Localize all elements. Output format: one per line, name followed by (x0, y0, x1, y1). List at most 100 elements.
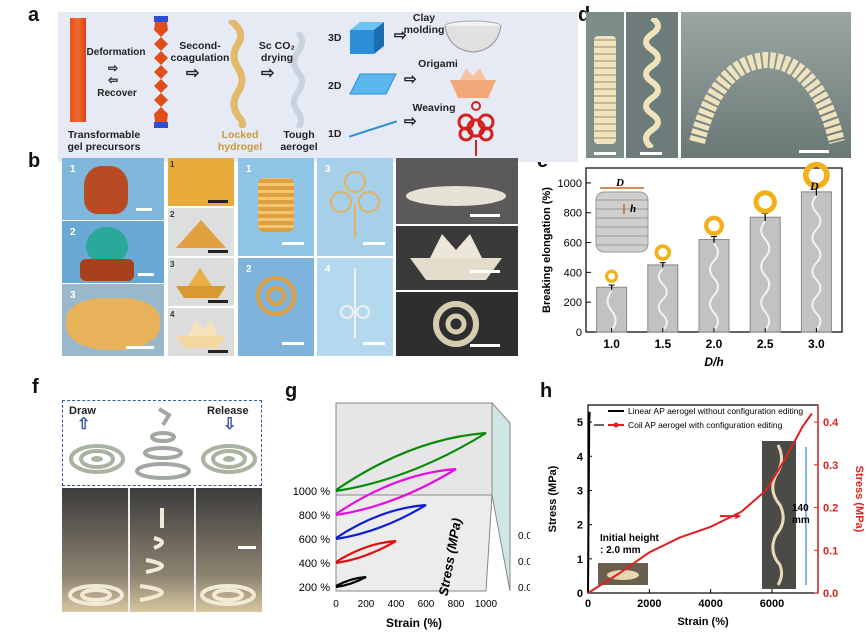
annotation-d-ring: D (809, 179, 819, 193)
up-arrow-icon: ⇧ (77, 416, 91, 433)
scale-bar (282, 242, 304, 245)
panel-label-f: f (32, 376, 39, 398)
coil-photo (762, 441, 796, 589)
photo-number: 2 (170, 210, 175, 219)
scale-bar (136, 208, 152, 211)
scale-bar (594, 152, 616, 155)
label-3d: 3D (328, 32, 342, 44)
origami-label: Origami (418, 58, 458, 70)
arrow-icon-weaving: ⇨ (404, 113, 417, 130)
deformation-label: Deformation (86, 47, 146, 58)
ring-icon (753, 190, 777, 214)
photo-number: 1 (170, 160, 175, 169)
x-tick-label: 800 (448, 599, 465, 610)
scale-bar (363, 342, 385, 345)
photo-b2: 2 (62, 221, 164, 283)
flat-coil-image (69, 444, 125, 474)
forward-arrow-icon: ⇨ (108, 61, 119, 75)
z-tick-label: 0.04 (518, 531, 530, 542)
coil-mark (709, 242, 719, 331)
y-tick-label: 2 (577, 520, 583, 532)
y-tick-label: 1 (577, 554, 583, 566)
photo-b-weave2: 2 (238, 258, 314, 356)
photo-b-sheet3: 3 (168, 258, 234, 306)
series-label: 1000 % (293, 486, 331, 498)
series-label: 400 % (299, 558, 330, 570)
y-axis-label: Breaking elongation (%) (541, 187, 553, 313)
x-tick-label: 6000 (760, 598, 784, 610)
legend-label-linear: Linear AP aerogel without configuration … (628, 406, 803, 416)
series-loop-3 (335, 467, 457, 517)
legend-marker-coil (613, 422, 619, 428)
tough-aerogel-label: Tough aerogel (280, 129, 318, 153)
photo-f-sequence (62, 488, 262, 612)
photo-number: 3 (325, 164, 331, 175)
recover-label: Recover (97, 88, 137, 99)
boat-image (450, 68, 496, 98)
ring-icon (604, 269, 619, 283)
series-loop-1 (335, 539, 397, 565)
series-label: 800 % (299, 510, 330, 522)
weaving-label: Weaving (412, 102, 456, 114)
y-tick-label: 1000 (558, 178, 582, 190)
photo-b1-number: 1 (70, 164, 76, 175)
arrow-icon-origami: ⇨ (404, 71, 417, 88)
inset-coil-image (595, 191, 649, 253)
photo-c-knot (396, 292, 518, 356)
y-tick-label: 200 (564, 297, 582, 309)
clay-molding-label: Clay molding (403, 12, 445, 36)
flat-coil-image-2 (201, 444, 257, 474)
panel-a-schematic: Deformation ⇨ ⇦ Recover Second- coagulat… (58, 12, 578, 162)
photo-number: 2 (246, 264, 252, 275)
x-tick-label: 600 (418, 599, 435, 610)
scale-bar (799, 150, 829, 153)
locked-hydrogel-image (227, 20, 247, 128)
coil-mark (811, 195, 822, 331)
photo-b-sheet4: 4 (168, 308, 234, 356)
x-tick-label: 0 (333, 599, 339, 610)
x-tick-label: 0 (585, 598, 591, 610)
side-plane (491, 401, 511, 592)
photo-b-weave4: 4 (317, 258, 393, 356)
arrow-icon-2: ⇨ (186, 65, 200, 82)
scale-bar (208, 350, 228, 353)
photo-c-dish (396, 158, 518, 224)
bowl-image (444, 20, 502, 53)
cube-image (350, 22, 384, 54)
x-axis-label: D/h (704, 355, 723, 369)
photo-number: 4 (170, 310, 175, 319)
x-axis-label: Strain (%) (386, 616, 442, 630)
y-right-tick-label: 0.4 (823, 417, 839, 429)
locked-hydrogel-label: Locked hydrogel (217, 129, 263, 153)
red-arrowhead-icon (735, 513, 742, 520)
x-tick-label: 2.0 (706, 337, 723, 351)
x-axis-label: Strain (%) (677, 616, 729, 628)
y-right-tick-label: 0.3 (823, 460, 838, 472)
photo-b1: 1 (62, 158, 164, 220)
chinese-knot-image (457, 101, 495, 156)
ring-icon (703, 215, 724, 236)
series-coil-line (587, 412, 813, 594)
y-right-tick-label: 0.1 (823, 545, 838, 557)
fiber-image (348, 120, 398, 138)
photo-d-coil-bent (681, 12, 851, 158)
x-tick-label: 4000 (698, 598, 722, 610)
twisted-strip-image (154, 16, 168, 128)
photo-b-weave1: 1 (238, 158, 314, 256)
scale-bar (470, 214, 500, 217)
x-tick-label: 1000 (475, 599, 498, 610)
x-tick-label: 400 (388, 599, 405, 610)
down-arrow-icon: ⇩ (223, 416, 237, 433)
y-tick-label: 3 (577, 485, 583, 497)
photo-c-boat (396, 226, 518, 290)
series-label: 200 % (299, 582, 330, 594)
second-coagulation-label: Second- coagulation (170, 40, 230, 64)
sc-drying-label: Sc CO₂ drying (258, 40, 296, 64)
arrow-icon-clay: ⇨ (394, 27, 407, 44)
draw-label: Draw (69, 405, 96, 417)
scale-bar (138, 273, 154, 276)
coil-mark (657, 268, 668, 331)
scale-bar (126, 346, 154, 349)
scale-bar (640, 152, 662, 155)
